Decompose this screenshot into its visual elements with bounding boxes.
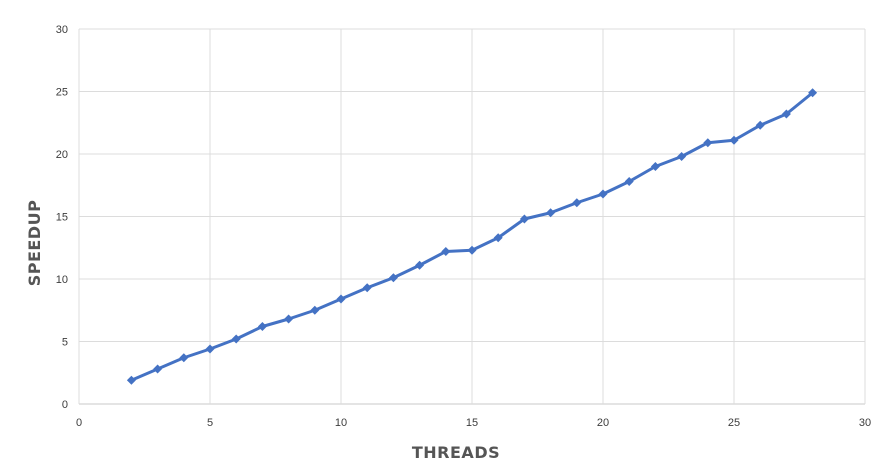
y-tick-label: 25	[56, 87, 68, 99]
data-point	[493, 233, 503, 243]
data-point	[729, 135, 739, 145]
data-point	[415, 260, 425, 270]
data-point	[519, 214, 529, 224]
y-axis-title: SPEEDUP	[25, 200, 44, 287]
data-point	[546, 208, 556, 218]
data-point	[388, 273, 398, 283]
data-point	[310, 305, 320, 315]
data-point	[257, 322, 267, 331]
data-point	[126, 375, 136, 385]
x-axis-title: THREADS	[412, 443, 500, 462]
data-point	[650, 162, 660, 171]
x-tick-label: 15	[466, 417, 478, 429]
data-point	[467, 245, 477, 255]
y-tick-label: 15	[56, 212, 68, 224]
data-point	[598, 189, 608, 199]
data-point	[624, 177, 634, 186]
x-tick-label: 30	[859, 417, 871, 429]
data-point	[284, 314, 294, 324]
data-point	[441, 247, 451, 256]
x-tick-label: 25	[728, 417, 740, 429]
data-point	[781, 109, 791, 119]
y-tick-label: 0	[62, 399, 68, 411]
y-tick-label: 5	[62, 337, 68, 349]
data-point	[231, 334, 241, 344]
data-point	[205, 344, 215, 354]
series-group	[126, 88, 818, 385]
data-point	[677, 152, 687, 161]
data-point	[362, 283, 372, 293]
data-point	[336, 294, 346, 304]
data-point	[179, 353, 189, 363]
x-tick-labels: 0 5 10 15 20 25 30	[76, 417, 871, 429]
data-point	[703, 138, 713, 148]
x-tick-label: 10	[335, 417, 347, 429]
x-tick-label: 0	[76, 417, 82, 429]
x-tick-label: 5	[207, 417, 213, 429]
data-point	[572, 198, 582, 208]
gridlines	[78, 28, 866, 405]
data-point	[153, 364, 163, 374]
x-tick-label: 20	[597, 417, 609, 429]
data-point	[755, 120, 765, 130]
y-tick-label: 30	[56, 24, 68, 36]
y-tick-label: 10	[56, 274, 68, 286]
y-tick-label: 20	[56, 149, 68, 161]
data-point	[808, 88, 818, 98]
y-tick-labels: 0 5 10 15 20 25 30	[56, 24, 68, 411]
